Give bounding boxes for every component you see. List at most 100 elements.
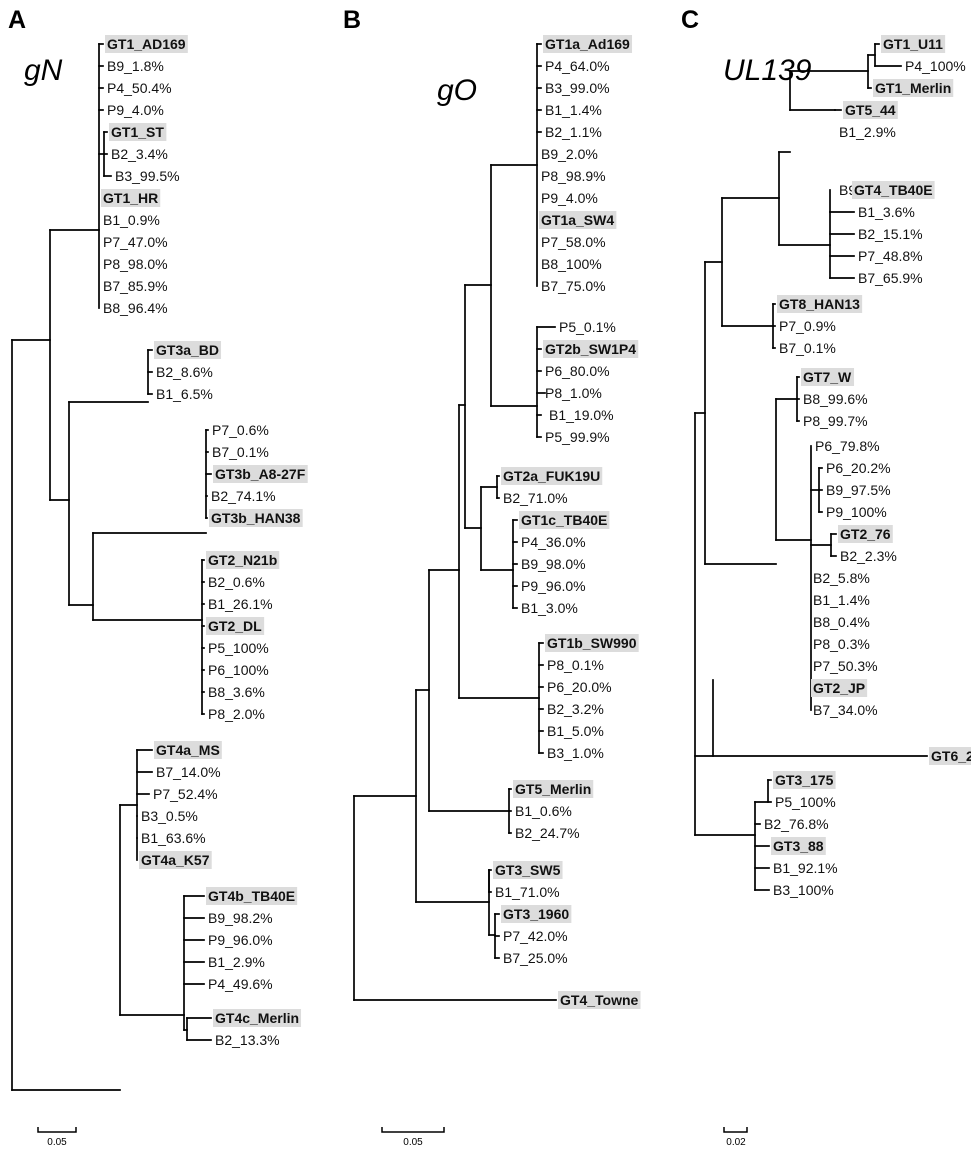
reference-highlight [101,189,161,207]
leaf-label: B1_92.1% [773,860,838,876]
reference-highlight [213,1009,302,1027]
panel-b-leaf-labels: GT1a_Ad169 P4_64.0% B3_99.0% B1_1.4% B2_1.1%… [493,35,641,1009]
leaf-label: B1_19.0% [549,407,614,423]
panel-c-scale-bar: 0.02 [723,1127,748,1148]
leaf-label: GT4b_TB40E [208,888,295,904]
reference-strain-leaf: GT4c_Merlin [213,1009,302,1027]
sample-leaf: B1_63.6% [141,830,206,846]
reference-highlight [777,295,863,313]
leaf-label: P7_48.8% [858,248,923,264]
sample-leaf: B9_97.5% [826,482,891,498]
sample-leaf: P7_58.0% [541,234,606,250]
scale-bar-line [37,1127,77,1133]
leaf-label: GT1_Merlin [875,80,951,96]
leaf-label: P8_1.0% [545,385,602,401]
scale-bar-label: 0.05 [403,1137,423,1148]
leaf-label: B3_99.5% [115,168,180,184]
leaf-label: P7_50.3% [813,658,878,674]
reference-strain-leaf: GT3_88 [771,837,826,855]
sample-leaf: P5_100% [775,794,836,810]
sample-leaf: B7_85.9% [103,278,168,294]
reference-highlight [811,679,868,697]
leaf-label: B2_76.8% [764,816,829,832]
leaf-label: GT3_SW5 [495,862,561,878]
leaf-label: B2_24.7% [515,825,580,841]
reference-highlight [501,467,603,485]
reference-highlight [513,780,594,798]
sample-leaf: P9_96.0% [521,578,586,594]
panel-b-scale-bar: 0.05 [381,1127,445,1148]
sample-leaf: B2_0.6% [208,574,265,590]
leaf-label: P9_4.0% [107,102,164,118]
leaf-label: P8_0.1% [547,657,604,673]
sample-leaf: B2_76.8% [764,816,829,832]
scale-bar-label: 0.02 [726,1137,746,1148]
leaf-label: GT1_HR [103,190,158,206]
leaf-label: GT1b_SW990 [547,635,637,651]
reference-strain-leaf: GT4a_MS [154,741,222,759]
sample-leaf: B7_75.0% [541,278,606,294]
reference-highlight [545,634,639,652]
sample-leaf: B1_3.0% [521,600,578,616]
sample-leaf: B2_5.8% [813,570,870,586]
leaf-label: B2_3.2% [547,701,604,717]
leaf-label: P5_100% [208,640,269,656]
leaf-label: B7_75.0% [541,278,606,294]
gene-title-gO: gO [437,74,477,107]
sample-leaf: B7_0.1% [212,444,269,460]
sample-leaf: B8_0.4% [813,614,870,630]
sample-leaf: P7_50.3% [813,658,878,674]
sample-leaf: P6_80.0% [545,363,610,379]
reference-highlight [852,181,935,199]
leaf-label: B1_0.9% [103,212,160,228]
leaf-label: P9_4.0% [541,190,598,206]
leaf-label: P7_47.0% [103,234,168,250]
reference-highlight [206,617,265,635]
sample-leaf: P8_0.3% [813,636,870,652]
leaf-label: P8_2.0% [208,706,265,722]
reference-highlight [881,35,946,53]
sample-leaf: P9_4.0% [541,190,598,206]
scale-bar-line [723,1127,748,1133]
leaf-label: P6_80.0% [545,363,610,379]
leaf-label: GT8_HAN13 [779,296,860,312]
sample-leaf: B1_92.1% [773,860,838,876]
sample-leaf: P4_100% [905,58,966,74]
reference-highlight [154,341,222,359]
reference-strain-leaf: GT2a_FUK19U [501,467,603,485]
reference-highlight [773,771,836,789]
reference-strain-leaf: GT1a_SW4 [539,211,617,229]
sample-leaf: B1_1.4% [813,592,870,608]
reference-highlight [771,837,826,855]
reference-strain-leaf: GT1b_SW990 [545,634,639,652]
leaf-label: B2_1.1% [545,124,602,140]
sample-leaf: P9_96.0% [208,932,273,948]
leaf-label: B8_3.6% [208,684,265,700]
leaf-label: B3_0.5% [141,808,198,824]
leaf-label: GT4_TB40E [854,182,933,198]
sample-leaf: B2_24.7% [515,825,580,841]
leaf-label: B1_1.4% [545,102,602,118]
panel-letter-b: B [343,6,361,34]
sample-leaf: P4_49.6% [208,976,273,992]
sample-leaf: B9_98.2% [208,910,273,926]
reference-strain-leaf: GT4_Towne [558,991,641,1009]
sample-leaf: P4_50.4% [107,80,172,96]
leaf-label: GT2_N21b [208,552,277,568]
leaf-label: B7_65.9% [858,270,923,286]
reference-highlight [206,887,298,905]
sample-leaf: B3_100% [773,882,834,898]
leaf-label: P4_100% [905,58,966,74]
leaf-label: P4_36.0% [521,534,586,550]
sample-leaf: P8_0.1% [547,657,604,673]
sample-leaf: B1_0.6% [515,803,572,819]
leaf-label: GT2b_SW1P4 [545,341,636,357]
leaf-label: B2_71.0% [503,490,568,506]
reference-strain-leaf: GT7_W [801,368,855,386]
sample-leaf: P8_1.0% [545,385,602,401]
sample-leaf: B2_71.0% [503,490,568,506]
leaf-label: B2_5.8% [813,570,870,586]
sample-leaf: B9_1.8% [107,58,164,74]
reference-strain-leaf: GT4a_K57 [139,851,212,869]
leaf-label: GT1a_Ad169 [545,36,630,52]
